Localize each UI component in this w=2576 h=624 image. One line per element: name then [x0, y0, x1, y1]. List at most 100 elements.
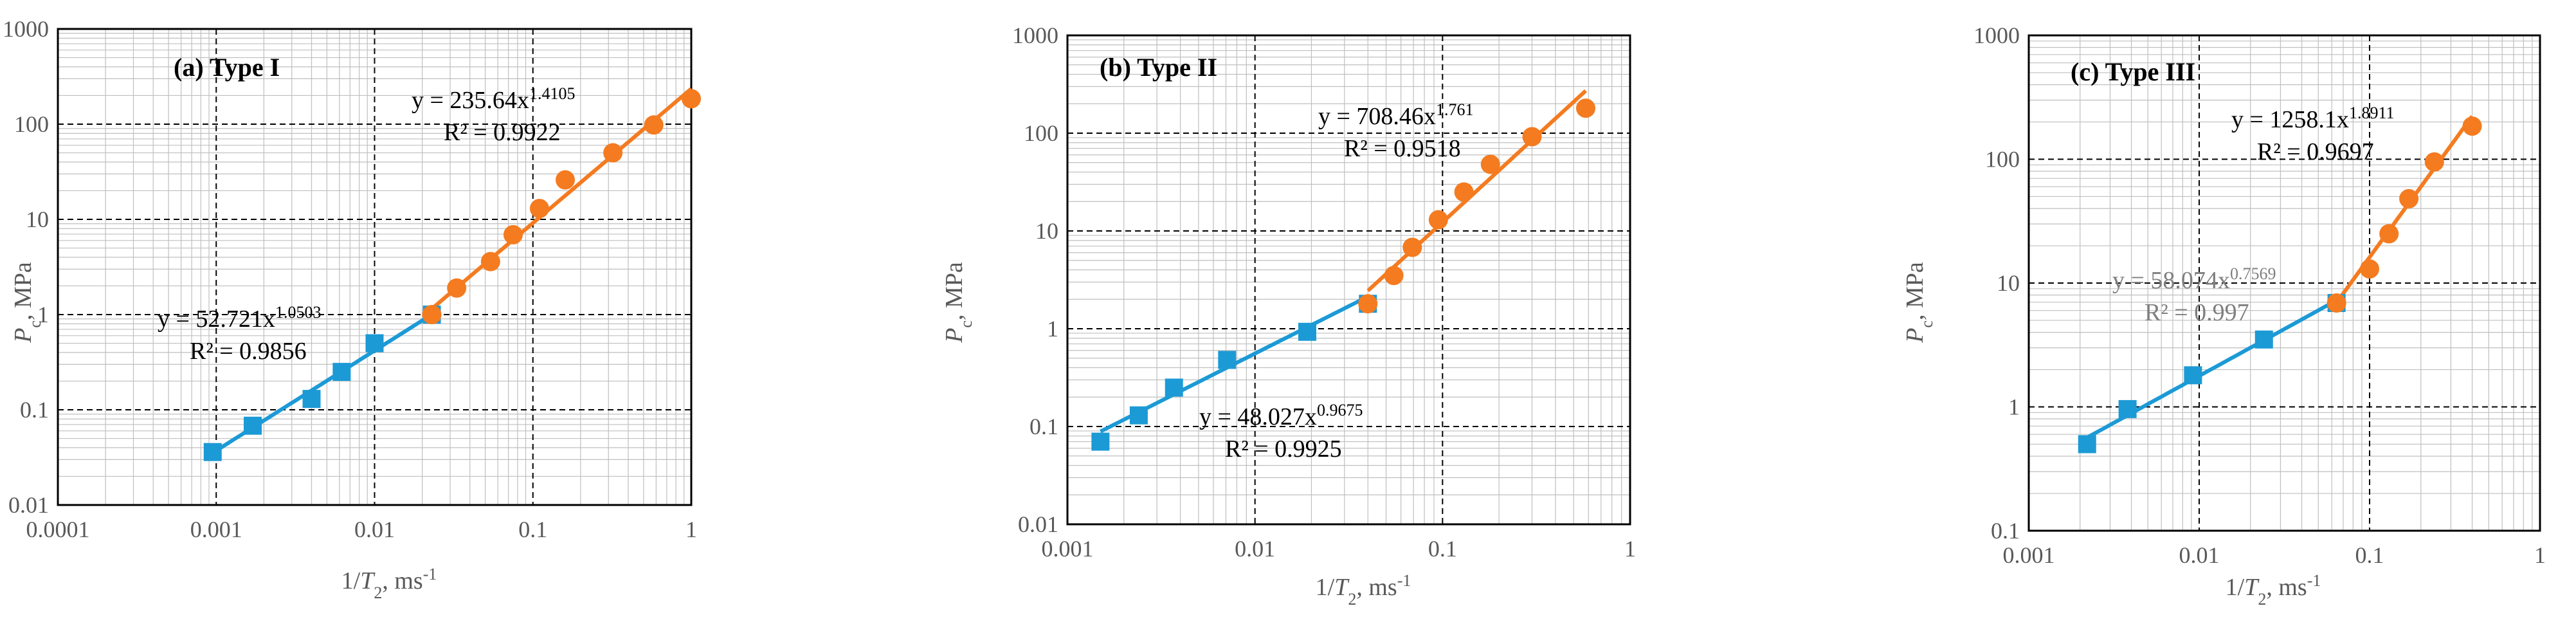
data-point-circle: [1428, 210, 1448, 230]
y-tick-label: 1: [2008, 394, 2020, 420]
fit-line-orange: [1366, 89, 1588, 293]
data-point-square: [1218, 351, 1237, 369]
x-tick-label: 0.1: [1428, 536, 1457, 562]
x-tick-label: 0.0001: [26, 517, 90, 542]
tick-labels: 0.0001 0.001 0.01 0.1 1 0.01 0.1 1 10 100 1000: [3, 16, 697, 542]
fit-equation: y = 1258.1x1.8911: [2231, 104, 2394, 134]
data-point-circle: [2379, 224, 2399, 244]
panel-title: (b) Type II: [1100, 53, 1217, 82]
data-point-square: [203, 443, 222, 461]
data-point-circle: [1402, 237, 1422, 257]
y-axis-label: Pc, MPa: [10, 262, 44, 344]
x-axis-label: 1/T2, ms-1: [341, 565, 437, 602]
data-point-circle: [1454, 182, 1474, 202]
data-point-circle: [1384, 266, 1404, 286]
fit-r-squared: R² = 0.9697: [2257, 138, 2374, 165]
x-axis-label: 1/T2, ms-1: [2226, 571, 2321, 609]
fit-line-orange: [2335, 115, 2474, 304]
y-tick-label: 0.01: [1018, 511, 1058, 537]
series-orange: [1358, 98, 1595, 314]
data-point-circle: [2399, 188, 2419, 208]
fit-equation: y = 708.46x1.761: [1318, 100, 1473, 131]
x-tick-label: 0.001: [190, 517, 242, 542]
y-axis-label: Pc, MPa: [941, 262, 975, 344]
fit-r-squared: R² = 0.9518: [1344, 135, 1461, 162]
data-point-circle: [1575, 98, 1595, 118]
data-point-circle: [529, 199, 549, 219]
data-point-circle: [1480, 154, 1500, 174]
series-blue: [1091, 295, 1377, 451]
plot-frame: [1066, 34, 1631, 526]
y-tick-label: 0.1: [1991, 518, 2020, 544]
y-tick-label: 10: [1035, 218, 1058, 244]
data-point-square: [243, 416, 262, 435]
data-point-circle: [480, 252, 500, 271]
y-tick-label: 1: [1047, 316, 1058, 342]
data-point-circle: [556, 170, 576, 190]
fit-r-squared: R² = 0.9922: [444, 119, 561, 146]
plot-frame: [57, 28, 693, 506]
data-point-circle: [1358, 294, 1378, 314]
minor-grid: [1067, 35, 1630, 524]
data-point-circle: [2462, 116, 2482, 136]
x-tick-label: 0.001: [2003, 542, 2055, 568]
fit-r-squared: R² = 0.9925: [1225, 436, 1342, 463]
y-tick-label: 100: [1985, 147, 2020, 172]
fit-equation: y = 48.027x0.9675: [1199, 401, 1363, 431]
data-point-circle: [682, 89, 701, 109]
x-tick-label: 0.01: [354, 517, 395, 542]
fit-equation: y = 58.074x0.7569: [2112, 264, 2276, 295]
panel-title: (c) Type III: [2071, 57, 2195, 86]
data-point-square: [302, 390, 321, 408]
y-axis-label: Pc, MPa: [1901, 262, 1936, 344]
y-tick-label: 100: [1024, 120, 1058, 146]
minor-grid: [58, 29, 691, 505]
fit-r-squared: R² = 0.997: [2145, 299, 2249, 326]
data-point-square: [1298, 322, 1316, 341]
y-tick-label: 0.1: [20, 397, 49, 423]
y-tick-label: 1000: [3, 16, 49, 42]
data-point-square: [2184, 366, 2202, 385]
data-point-circle: [1522, 127, 1542, 147]
data-point-square: [2118, 399, 2137, 418]
series-orange: [2327, 116, 2482, 313]
x-tick-label: 0.01: [2179, 542, 2220, 568]
data-point-square: [2254, 330, 2273, 349]
data-point-circle: [2360, 259, 2379, 279]
data-point-circle: [503, 225, 523, 244]
data-point-circle: [422, 305, 442, 324]
chart-panel-3: 0.001 0.01 0.1 1 0.1 1 10 100 1000 1/T2, ms-1 Pc, …: [1901, 23, 2546, 609]
chart-panel-1: 0.0001 0.001 0.01 0.1 1 0.01 0.1 1 10 100 1000 1/T2…: [3, 16, 701, 602]
y-tick-label: 100: [14, 111, 49, 137]
tick-labels: 0.001 0.01 0.1 1 0.1 1 10 100 1000: [1973, 23, 2546, 568]
data-point-square: [2078, 435, 2096, 454]
x-tick-label: 0.01: [1235, 536, 1275, 562]
x-tick-label: 1: [1624, 536, 1636, 562]
y-tick-label: 1: [37, 302, 49, 327]
data-point-square: [1091, 432, 1110, 451]
minor-grid: [2029, 35, 2540, 531]
plot-frame: [2027, 34, 2541, 532]
x-tick-label: 1: [685, 517, 697, 542]
data-point-circle: [2327, 293, 2346, 313]
major-grid: [2029, 35, 2540, 531]
panel-title: (a) Type I: [174, 53, 280, 82]
data-point-circle: [644, 115, 664, 135]
series-orange: [422, 89, 701, 324]
x-tick-label: 1: [2534, 542, 2546, 568]
data-point-square: [365, 334, 384, 353]
fit-equation: y = 52.721x1.0503: [158, 303, 321, 333]
data-point-square: [332, 363, 351, 381]
y-tick-label: 1000: [1012, 23, 1058, 48]
x-tick-label: 0.1: [518, 517, 547, 542]
y-tick-label: 0.01: [8, 492, 49, 518]
y-tick-label: 0.1: [1029, 414, 1058, 439]
major-grid: [58, 29, 691, 505]
fit-equation: y = 235.64x1.4105: [412, 84, 575, 115]
x-axis-label: 1/T2, ms-1: [1316, 571, 1411, 609]
y-tick-label: 10: [26, 206, 49, 232]
